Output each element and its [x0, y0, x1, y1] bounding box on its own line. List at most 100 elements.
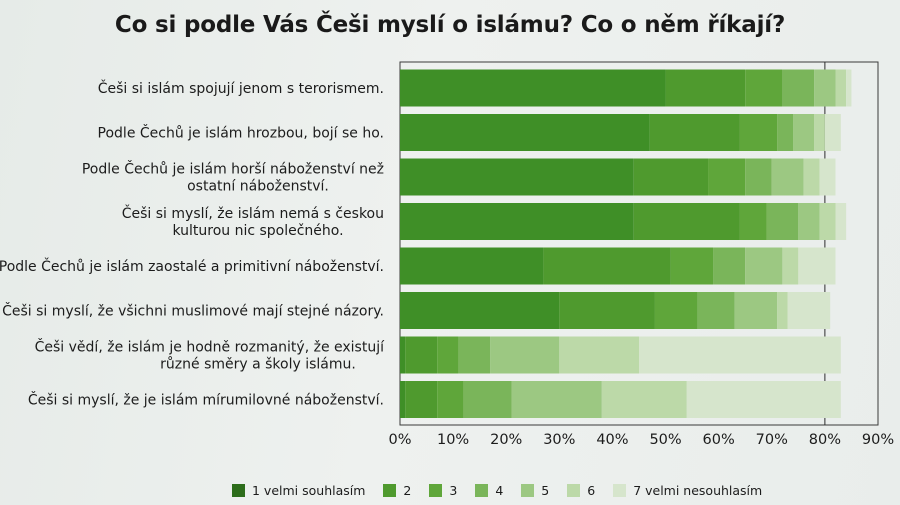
legend-item: 6: [567, 483, 595, 498]
bar-segment-8-6: [601, 381, 687, 418]
bar-segment-7-5: [490, 336, 560, 374]
bar-segment-2-4: [777, 114, 794, 151]
x-tick-label: 30%: [543, 432, 575, 448]
bar-segment-1-1: [400, 69, 666, 107]
legend-swatch: [475, 484, 489, 497]
x-tick-label: 10%: [437, 432, 469, 448]
legend-item: 1 velmi souhlasím: [232, 483, 365, 498]
bar-segment-8-3: [437, 381, 464, 418]
bar-segment-3-3: [708, 158, 746, 196]
legend-label: 4: [495, 483, 504, 498]
bar-segment-4-5: [798, 203, 820, 240]
bar-segment-7-4: [458, 336, 491, 374]
x-tick-label: 60%: [703, 432, 735, 448]
legend-label: 3: [449, 483, 458, 498]
bar-segment-2-1: [400, 114, 650, 151]
plot-border: [399, 61, 879, 426]
bar-segment-6-1: [400, 292, 560, 329]
bar-segment-7-2: [405, 336, 438, 374]
bar-segment-7-3: [437, 336, 459, 374]
stacked-bar-chart: Češi si islám spojují jenom s terorismem…: [0, 61, 894, 448]
category-labels: Češi si islám spojují jenom s terorismem…: [0, 79, 385, 409]
category-label-line: ostatní náboženství.: [187, 179, 329, 195]
chart-title: Co si podle Vás Češi myslí o islámu? Co …: [114, 12, 786, 38]
bar-segment-3-4: [745, 158, 772, 196]
bar-segment-8-1: [400, 381, 406, 418]
bar-segment-6-3: [654, 292, 698, 329]
legend: 1 velmi souhlasím 2 3 4 5 6 7 velmi nesouhlasí…: [232, 483, 780, 498]
category-label-4: Češi si myslí, že islám nemá s českou kul…: [122, 204, 384, 239]
bar-segment-7-1: [400, 336, 406, 374]
legend-label: 5: [541, 483, 550, 498]
bar-segment-3-6: [803, 158, 820, 196]
bar-segment-5-3: [670, 247, 714, 285]
bar-segment-5-1: [400, 247, 544, 285]
legend-label: 1 velmi souhlasím: [252, 483, 366, 498]
bar-segment-5-7: [798, 247, 836, 285]
category-label-line: Podle Čechů je islám zaostalé a primitiv…: [0, 257, 384, 275]
bar-segment-8-5: [511, 381, 602, 418]
bar-segment-1-3: [745, 69, 783, 107]
legend-swatch: [613, 484, 627, 497]
bar-segment-7-6: [559, 336, 639, 374]
category-label-line: Češi vědí, že islám je hodně rozmanitý, …: [35, 338, 385, 356]
bar-segment-5-5: [745, 247, 783, 285]
category-label-line: kulturou nic společného.: [172, 223, 343, 239]
legend-item: 7 velmi nesouhlasím: [613, 483, 762, 498]
category-label-5: Podle Čechů je islám zaostalé a primitiv…: [0, 257, 384, 275]
legend-item: 2: [383, 483, 411, 498]
category-label-line: Češi si islám spojují jenom s terorismem…: [98, 79, 384, 97]
bar-segment-6-4: [697, 292, 735, 329]
category-label-line: Podle Čechů je islám hrozbou, bojí se ho…: [98, 124, 384, 142]
bar-segment-8-2: [405, 381, 438, 418]
bar-segment-8-4: [463, 381, 512, 418]
bar-segment-4-4: [766, 203, 799, 240]
x-tick-label: 20%: [490, 432, 522, 448]
legend-swatch: [521, 484, 535, 497]
x-tick-label: 0%: [388, 432, 411, 448]
category-label-line: Češi si myslí, že všichni muslimové mají…: [2, 302, 384, 320]
bar-segment-4-6: [819, 203, 836, 240]
legend-swatch: [429, 484, 443, 497]
category-label-line: Podle Čechů je islám horší náboženství n…: [82, 160, 384, 178]
bar-segment-4-1: [400, 203, 634, 240]
bar-segment-3-5: [771, 158, 804, 196]
bar-segment-1-5: [814, 69, 836, 107]
legend-label: 2: [403, 483, 412, 498]
bar-segment-7-7: [639, 336, 841, 374]
category-label-8: Češi si myslí, že je islám mírumilovné n…: [28, 391, 384, 409]
x-axis-ticks: 0% 10% 20% 30% 40% 50% 60% 70% 80% 90%: [388, 432, 894, 448]
bar-segment-3-7: [819, 158, 836, 196]
legend-item: 4: [475, 483, 503, 498]
legend-item: 3: [429, 483, 457, 498]
category-label-1: Češi si islám spojují jenom s terorismem…: [98, 79, 384, 97]
bar-segment-4-3: [739, 203, 767, 240]
bar-segment-1-2: [665, 69, 746, 107]
legend-swatch: [567, 484, 581, 497]
bar-segment-6-7: [787, 292, 831, 329]
bar-segment-5-2: [543, 247, 671, 285]
category-label-6: Češi si myslí, že všichni muslimové mají…: [2, 302, 384, 320]
bar-segment-1-7: [846, 69, 852, 107]
bar-segment-1-4: [782, 69, 815, 107]
legend-swatch: [232, 484, 245, 497]
bar-segment-3-1: [400, 158, 634, 196]
bar-segment-6-6: [777, 292, 788, 329]
x-tick-label: 40%: [596, 432, 628, 448]
bar-segment-2-2: [649, 114, 740, 151]
legend-label: 6: [587, 483, 596, 498]
bar-segment-6-2: [559, 292, 655, 329]
legend-item: 5: [521, 483, 549, 498]
bar-segment-2-6: [814, 114, 825, 151]
bar-segment-8-7: [686, 381, 841, 418]
bar-segment-3-2: [633, 158, 709, 196]
bar-segment-5-4: [713, 247, 746, 285]
x-tick-label: 50%: [649, 432, 681, 448]
bar-segment-2-3: [739, 114, 778, 151]
category-label-line: Češi si myslí, že islám nemá s českou: [122, 204, 384, 222]
bars-group: [400, 69, 852, 418]
category-label-line: různé směry a školy islámu.: [160, 357, 356, 373]
bar-segment-5-6: [782, 247, 799, 285]
bar-segment-6-5: [734, 292, 778, 329]
bar-segment-4-7: [835, 203, 847, 240]
